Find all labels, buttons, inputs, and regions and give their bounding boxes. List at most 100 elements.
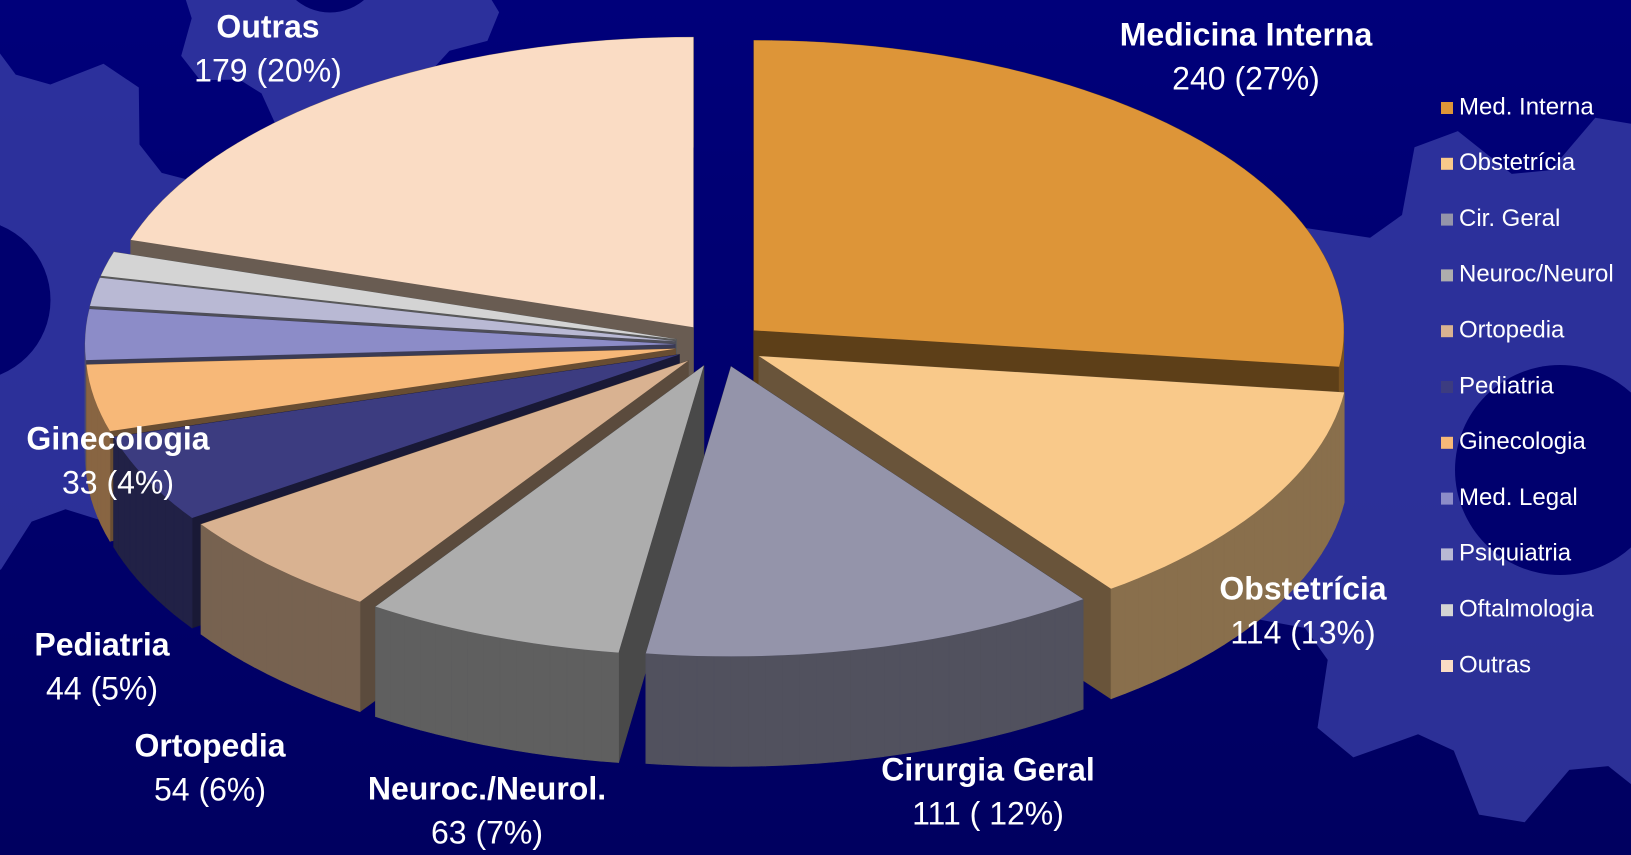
slice-side — [332, 592, 346, 707]
slice-side — [550, 646, 567, 758]
slice-side — [584, 650, 601, 762]
slice-side — [484, 635, 500, 748]
slice-side — [1111, 584, 1125, 699]
slice-side — [221, 538, 232, 655]
legend-swatch — [1441, 158, 1453, 170]
slice-label: Neuroc./Neurol. — [368, 770, 606, 806]
slice-side — [243, 551, 255, 667]
slice-side — [697, 656, 714, 766]
slice-side — [1152, 567, 1165, 683]
slice-side — [376, 607, 391, 722]
legend-swatch — [1441, 548, 1453, 560]
slice-side — [517, 641, 534, 754]
slice-side — [714, 656, 731, 766]
page: {"chart_data": {"type": "pie", "categori… — [0, 0, 1631, 855]
legend-swatch — [1441, 325, 1453, 337]
slice-side — [346, 597, 360, 712]
slice-side — [1331, 418, 1335, 536]
legend-swatch — [1441, 381, 1453, 393]
slice-side — [500, 638, 517, 751]
slice-side — [1190, 548, 1202, 664]
slice-side — [468, 631, 484, 744]
slice-side — [884, 644, 900, 756]
slice-side — [119, 445, 124, 563]
slice-side — [680, 655, 697, 766]
legend-swatch — [1441, 102, 1453, 114]
legend-label: Ginecologia — [1459, 428, 1586, 455]
slice-side — [452, 628, 468, 742]
slice-side — [1177, 554, 1189, 670]
slice-side — [390, 611, 405, 725]
slice-side — [1304, 459, 1311, 577]
slice-side — [158, 490, 166, 607]
slice-side — [436, 624, 452, 738]
legend-label: Outras — [1459, 651, 1531, 678]
slice-side — [783, 654, 800, 765]
slice-side — [405, 616, 420, 730]
slice-side — [166, 497, 174, 614]
legend-label: Med. Legal — [1459, 484, 1578, 511]
slice-side — [567, 648, 584, 760]
slice-label: Medicina Interna — [1120, 16, 1373, 52]
slice-side — [900, 642, 916, 755]
slice-side — [933, 636, 949, 749]
slice-side — [1069, 599, 1083, 714]
slice-side — [800, 653, 817, 764]
slice-side — [996, 622, 1011, 736]
legend-label: Ortopedia — [1459, 317, 1565, 344]
slice-side — [1165, 561, 1178, 677]
legend-label: Pediatria — [1459, 372, 1554, 399]
slice-side — [420, 620, 435, 734]
legend-swatch — [1441, 214, 1453, 226]
slice-side — [1310, 451, 1316, 569]
chart: Medicina Interna240 (27%)Obstetrícia114 … — [0, 0, 1631, 855]
slice-side — [748, 656, 765, 766]
slice-side — [305, 581, 318, 696]
slice-label: Obstetrícia — [1219, 570, 1386, 606]
slice-side — [1139, 572, 1152, 688]
slice-side — [949, 633, 965, 746]
slice-side — [174, 504, 183, 621]
value-label: 63 (7%) — [431, 814, 543, 850]
slice-side — [267, 564, 279, 680]
slice-side — [201, 524, 211, 641]
slice-side — [1041, 609, 1055, 724]
slice-side — [1125, 578, 1139, 693]
slice-side — [1297, 467, 1304, 585]
legend-label: Obstetrícia — [1459, 149, 1576, 176]
slice-side — [533, 643, 550, 755]
slice-side — [1055, 604, 1069, 719]
slice-side — [766, 655, 783, 766]
legend-swatch — [1441, 660, 1453, 672]
value-label: 44 (5%) — [46, 670, 158, 706]
slice-side — [1342, 392, 1344, 511]
slice-label: Outras — [216, 8, 319, 44]
value-label: 111 ( 12%) — [912, 795, 1064, 831]
legend-label: Med. Interna — [1459, 93, 1594, 120]
legend-swatch — [1441, 604, 1453, 616]
value-label: 114 (13%) — [1230, 614, 1375, 650]
slice-side — [1335, 410, 1338, 528]
slice-side — [1316, 443, 1322, 561]
slice-side — [731, 656, 748, 766]
slice-label: Ginecologia — [26, 420, 209, 456]
slice-side — [255, 557, 267, 673]
slice-side — [646, 653, 663, 764]
legend-label: Neuroc/Neurol — [1459, 261, 1614, 288]
slice-label: Cirurgia Geral — [881, 751, 1094, 787]
slice-side — [1327, 426, 1332, 544]
slice-side — [279, 570, 292, 686]
slice-side — [867, 647, 884, 759]
slice-side — [917, 639, 933, 752]
slice-side — [232, 545, 243, 662]
slice-side — [834, 650, 851, 762]
legend-label: Cir. Geral — [1459, 205, 1560, 232]
slice-side — [601, 651, 618, 762]
slice-side — [1339, 401, 1342, 520]
slice-side — [663, 655, 680, 766]
legend-label: Psiquiatria — [1459, 540, 1572, 567]
slice-side — [1202, 541, 1213, 658]
slice-side — [183, 511, 192, 628]
slice-side — [1322, 435, 1327, 553]
legend-swatch — [1441, 437, 1453, 449]
